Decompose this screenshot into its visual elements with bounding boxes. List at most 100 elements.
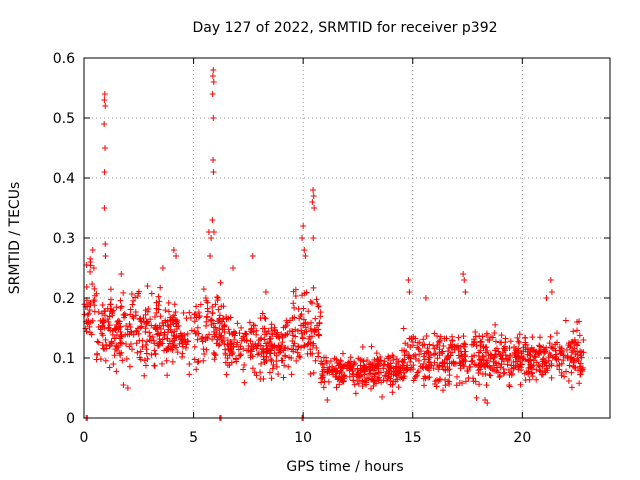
data-point [130, 297, 137, 304]
data-point [170, 332, 177, 339]
data-point [300, 322, 307, 329]
data-point [253, 327, 260, 334]
data-point [186, 371, 193, 378]
data-point [464, 367, 471, 374]
data-point [571, 357, 578, 364]
data-point [385, 363, 392, 370]
data-point [113, 304, 120, 311]
data-point [570, 363, 577, 370]
data-point [299, 292, 306, 299]
data-point [301, 342, 308, 349]
data-point [384, 355, 391, 362]
data-point [102, 253, 109, 259]
data-point [461, 277, 468, 283]
data-point [221, 323, 228, 330]
data-point [164, 335, 171, 342]
data-point [142, 311, 149, 318]
y-tick-label: 0.6 [53, 51, 75, 67]
data-point [102, 103, 109, 109]
data-point [182, 344, 189, 351]
data-point [568, 384, 575, 391]
data-point [421, 382, 428, 389]
data-point [95, 323, 102, 330]
data-point [359, 383, 366, 390]
data-point [511, 349, 518, 356]
data-point [102, 241, 109, 247]
data-point [563, 368, 570, 375]
data-point [227, 338, 234, 345]
data-point [227, 314, 234, 321]
data-point [475, 369, 482, 376]
data-point [143, 346, 150, 353]
data-point [230, 344, 237, 351]
data-point [352, 360, 359, 367]
data-point [111, 335, 118, 342]
data-point [292, 326, 299, 333]
data-point [574, 342, 581, 349]
data-point [473, 342, 480, 349]
data-point [134, 293, 141, 300]
data-point [299, 235, 306, 241]
data-point [556, 366, 563, 373]
data-point [178, 336, 185, 343]
data-point [232, 330, 239, 337]
data-point [196, 313, 203, 320]
data-point [279, 339, 286, 346]
data-point [123, 356, 130, 363]
data-point [384, 375, 391, 382]
data-point [504, 356, 511, 363]
data-point [473, 394, 480, 401]
data-point [249, 365, 256, 372]
data-point [484, 336, 491, 343]
data-point [257, 369, 264, 376]
data-point [471, 338, 478, 345]
data-point [460, 271, 467, 277]
data-point [173, 253, 180, 259]
data-point [500, 358, 507, 365]
data-point [246, 319, 253, 326]
data-point [257, 315, 264, 322]
data-point [144, 355, 151, 362]
data-point [91, 302, 98, 309]
data-point [290, 332, 297, 339]
data-point [101, 324, 108, 331]
data-point [442, 376, 449, 383]
data-point [312, 357, 319, 364]
y-axis-label: SRMTID / TECUs [7, 182, 23, 295]
data-point [231, 336, 238, 343]
data-point [504, 361, 511, 368]
data-point [374, 375, 381, 382]
data-point [399, 358, 406, 365]
data-point [171, 328, 178, 335]
data-point [210, 115, 217, 121]
data-point [537, 368, 544, 375]
data-point [536, 363, 543, 370]
data-point [553, 351, 560, 358]
data-point [406, 335, 413, 342]
data-point [148, 351, 155, 358]
data-point [491, 329, 498, 336]
data-point [81, 311, 88, 318]
data-point [446, 372, 453, 379]
data-point [329, 367, 336, 374]
data-point [563, 346, 570, 353]
data-point [571, 336, 578, 343]
data-point [172, 308, 179, 315]
data-point [162, 307, 169, 314]
data-point [494, 364, 501, 371]
data-point [357, 372, 364, 379]
data-point [446, 378, 453, 385]
data-point [184, 330, 191, 337]
data-point [333, 368, 340, 375]
data-point [389, 381, 396, 388]
data-point [428, 362, 435, 369]
data-point [152, 350, 159, 357]
data-point [87, 259, 94, 265]
data-point [367, 371, 374, 378]
data-point [483, 332, 490, 339]
data-point [83, 328, 90, 335]
data-point [497, 372, 504, 379]
data-point [577, 348, 584, 355]
data-point [364, 357, 371, 364]
data-point [320, 384, 327, 391]
